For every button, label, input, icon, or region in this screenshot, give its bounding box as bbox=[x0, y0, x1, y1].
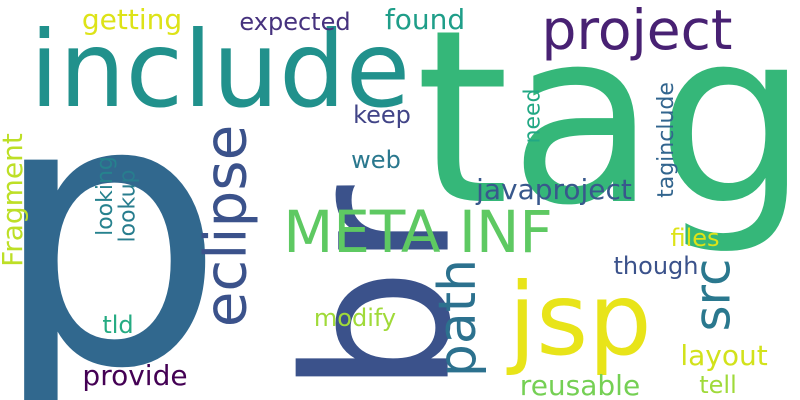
word-found: found bbox=[384, 3, 466, 36]
word-taginclude: taginclude bbox=[654, 82, 679, 198]
word-p: p bbox=[0, 20, 226, 400]
word-looking: looking bbox=[92, 156, 118, 236]
word-fragment: Fragment bbox=[0, 133, 29, 267]
word-provide: provide bbox=[82, 359, 188, 392]
word-jsp: jsp bbox=[508, 261, 652, 378]
word-include: include bbox=[29, 8, 411, 131]
word-lookup: lookup bbox=[115, 169, 141, 243]
word-getting: getting bbox=[81, 3, 183, 36]
word-project: project bbox=[541, 0, 733, 62]
word-tell: tell bbox=[699, 371, 737, 399]
word-tld: tld bbox=[102, 311, 134, 339]
word-expected: expected bbox=[239, 8, 351, 36]
word-tag: tag bbox=[415, 0, 800, 258]
word-path: path bbox=[428, 258, 488, 378]
word-files: files bbox=[670, 224, 720, 252]
word-modify: modify bbox=[313, 304, 397, 332]
word-web: web bbox=[351, 146, 401, 174]
word-keep: keep bbox=[353, 101, 411, 129]
word-though: though bbox=[613, 252, 699, 280]
word-eclipse: eclipse bbox=[191, 124, 259, 328]
word-need: need bbox=[519, 88, 545, 144]
word-meta-inf: META INF bbox=[283, 198, 553, 266]
word-layout: layout bbox=[680, 339, 768, 372]
word-javaproject: javaproject bbox=[476, 173, 632, 206]
word-reusable: reusable bbox=[519, 369, 641, 400]
